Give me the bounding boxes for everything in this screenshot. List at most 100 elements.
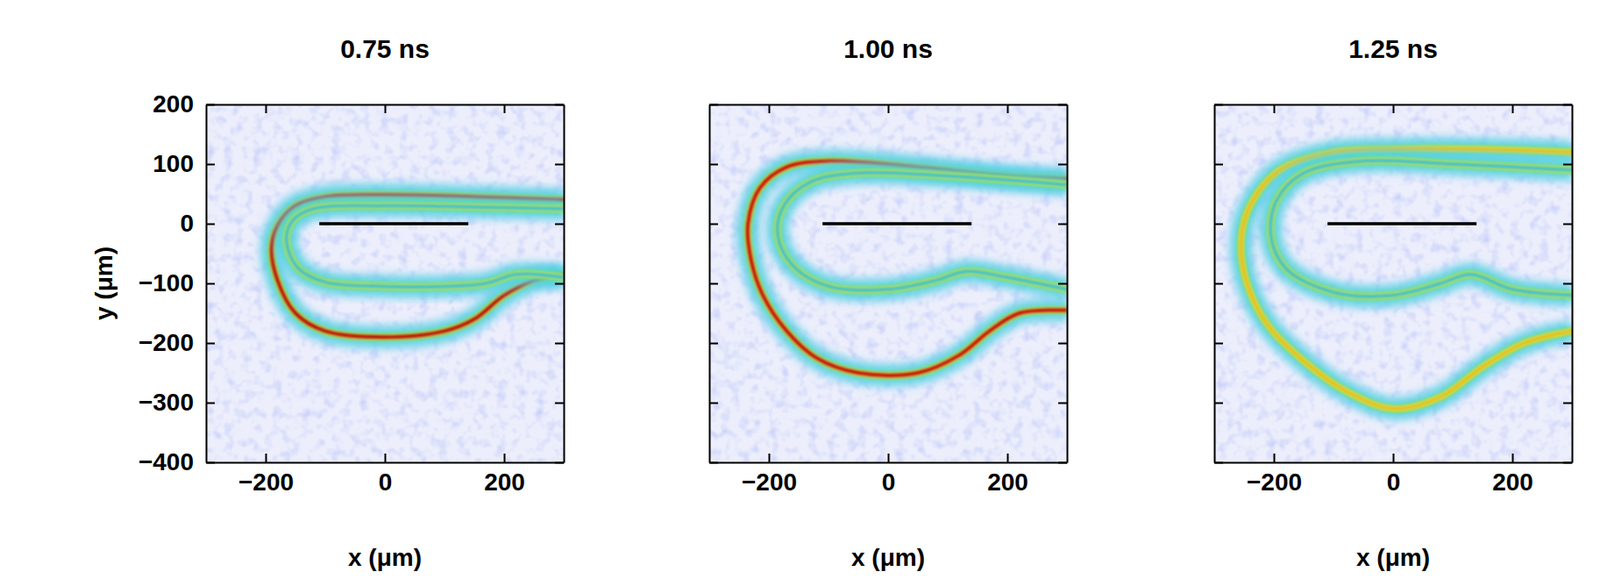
panel-title: 0.75 ns xyxy=(340,34,430,64)
glow xyxy=(777,172,1067,291)
tick xyxy=(1058,163,1067,165)
tick: −100 xyxy=(138,269,215,297)
marks xyxy=(1240,148,1572,408)
tick xyxy=(554,462,564,463)
tick xyxy=(1058,462,1067,463)
shock-front xyxy=(747,160,1067,375)
glow xyxy=(1240,148,1572,408)
tick-mark xyxy=(1393,453,1395,463)
tick-mark xyxy=(1563,223,1572,226)
x-axis-title: x (μm) xyxy=(1356,543,1430,571)
tick-mark xyxy=(1563,283,1572,285)
glow xyxy=(271,194,564,337)
tick xyxy=(1393,104,1394,114)
tick-mark xyxy=(888,453,890,463)
series xyxy=(1327,223,1477,225)
series xyxy=(822,223,972,225)
series xyxy=(319,223,469,225)
tick-mark xyxy=(709,223,719,226)
tick-mark xyxy=(1563,402,1572,405)
tick xyxy=(1058,283,1067,285)
tick-label: 0 xyxy=(1386,468,1401,496)
shock-front xyxy=(1270,160,1572,297)
glow xyxy=(1240,148,1572,408)
tick xyxy=(709,402,719,404)
tick-mark xyxy=(265,453,268,463)
x-axis-top xyxy=(206,104,565,114)
y-axis-right xyxy=(1058,105,1068,463)
glow xyxy=(286,205,564,287)
tick-mark xyxy=(554,402,564,405)
tick-label: −200 xyxy=(238,468,294,496)
tick xyxy=(1214,223,1224,225)
tick xyxy=(1007,104,1009,114)
tick xyxy=(888,104,889,114)
glow xyxy=(271,194,564,337)
tick xyxy=(709,223,719,225)
tick-mark xyxy=(206,342,215,345)
background-noise xyxy=(1214,104,1572,463)
y-axis-right xyxy=(1563,105,1573,463)
tick-label: 200 xyxy=(987,468,1029,496)
shock-front xyxy=(286,205,564,287)
tick xyxy=(1563,342,1572,344)
tick xyxy=(384,104,386,114)
figure: −200 0 200 200 100 0 −100 −200 −300 −400 0.75 ns x … xyxy=(0,0,1600,579)
tick-label: −400 xyxy=(138,448,194,476)
plot-background xyxy=(206,104,564,463)
x-axis: −2000200 xyxy=(206,453,565,496)
tick xyxy=(554,342,564,344)
tick-mark xyxy=(709,402,719,405)
tick-mark xyxy=(768,453,771,463)
x-axis-top xyxy=(710,104,1068,114)
tick-mark xyxy=(265,104,268,114)
tick-mark xyxy=(1214,283,1224,285)
tick xyxy=(265,104,267,114)
series xyxy=(271,194,564,337)
tick xyxy=(709,283,719,285)
glow xyxy=(271,194,564,337)
tick-mark xyxy=(1007,453,1010,463)
shock-front xyxy=(1240,148,1572,408)
x-axis-top xyxy=(1215,104,1573,114)
x-axis: −200 0 200 xyxy=(1215,453,1573,496)
tick-mark xyxy=(709,462,719,464)
tick xyxy=(1058,104,1067,106)
tick: −400 xyxy=(138,448,215,476)
tick: −200 xyxy=(741,453,797,496)
tick-mark xyxy=(554,223,564,226)
tick-mark xyxy=(554,283,564,285)
tick-mark xyxy=(768,104,771,114)
glow xyxy=(1240,148,1572,408)
tick-mark xyxy=(504,104,506,114)
tick-mark xyxy=(1214,163,1224,166)
tick-label: −200 xyxy=(1246,468,1302,496)
tick-mark xyxy=(1512,104,1515,114)
tick: −200 xyxy=(138,328,215,356)
tick-label: 100 xyxy=(152,149,194,178)
glow xyxy=(747,160,1067,375)
shock-front xyxy=(777,172,1067,291)
panel-title: 1.25 ns xyxy=(1348,34,1438,64)
tick: 200 xyxy=(1492,453,1534,496)
target-line xyxy=(1327,221,1477,226)
tick: 0 xyxy=(881,453,896,496)
tick-mark xyxy=(1563,104,1572,107)
tick-mark xyxy=(709,342,719,345)
tick-mark xyxy=(1273,104,1276,114)
tick-label: 0 xyxy=(378,468,393,496)
tick-label: 200 xyxy=(1492,468,1534,496)
tick-mark xyxy=(554,342,564,345)
tick-mark xyxy=(206,104,215,107)
panel-title: 1.00 ns xyxy=(843,34,933,64)
panel: −200 0 200 1.25 ns x (μm) xyxy=(1214,34,1573,571)
glow xyxy=(286,205,564,287)
tick: −200 xyxy=(238,453,294,496)
glow xyxy=(777,172,1067,291)
tick-mark xyxy=(206,402,215,405)
tick-label: −300 xyxy=(138,388,194,416)
tick: 0 xyxy=(378,453,393,496)
tick xyxy=(554,283,564,285)
tick xyxy=(709,342,719,344)
tick-mark xyxy=(1214,342,1224,345)
